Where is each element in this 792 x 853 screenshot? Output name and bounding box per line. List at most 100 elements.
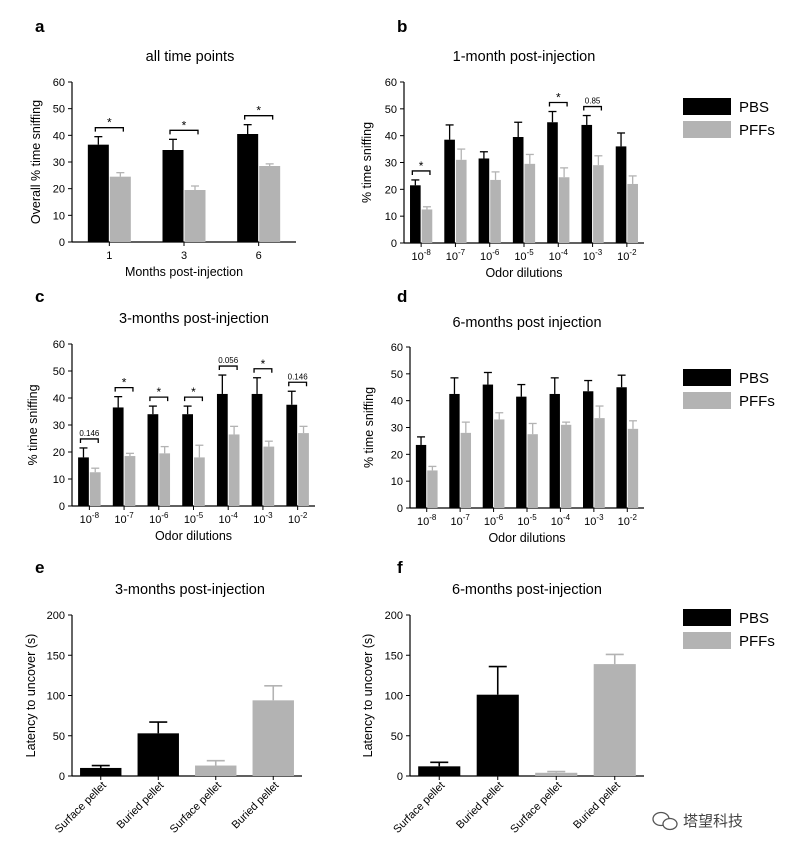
bar-pbs	[615, 146, 627, 243]
x-axis-label: Odor dilutions	[485, 266, 562, 280]
x-tick-base: 10	[514, 251, 526, 263]
y-tick-label: 150	[385, 650, 403, 662]
significance-label: *	[256, 104, 261, 118]
y-tick-label: 50	[53, 366, 65, 378]
x-tick-exponent: -2	[300, 511, 308, 520]
y-tick-label: 200	[385, 610, 403, 622]
y-tick-label: 60	[391, 342, 403, 354]
panel-label: a	[35, 17, 45, 36]
x-tick-base: 10	[184, 514, 196, 526]
x-tick-label: Buried pellet	[454, 780, 506, 832]
y-tick-label: 40	[53, 130, 65, 142]
bar-pbs	[251, 393, 263, 506]
x-tick-exponent: -3	[595, 248, 603, 257]
x-tick-base: 10	[219, 514, 231, 526]
bar-pbs	[547, 122, 558, 243]
panel-f: f 6-months post-injection 0 50 100 150 200 Late…	[361, 558, 644, 836]
bar-pbs	[162, 150, 184, 242]
wechat-icon	[652, 811, 678, 831]
legend-pffs-label: PFFs	[739, 633, 775, 650]
legend-pffs-swatch	[683, 632, 731, 649]
significance-label: *	[261, 357, 266, 371]
x-tick-exponent: -2	[629, 248, 637, 257]
x-tick-label: 10-4	[549, 248, 569, 263]
x-tick-label: 10-3	[584, 513, 604, 528]
x-tick-exponent: -7	[127, 511, 135, 520]
panel-title: 6-months post injection	[452, 315, 601, 331]
bar-pffs	[594, 418, 605, 508]
panel-label: f	[397, 558, 403, 577]
x-tick-label: 10-8	[417, 513, 437, 528]
significance-label: 0.056	[218, 356, 239, 365]
bar-pffs	[184, 190, 206, 242]
y-tick-label: 50	[53, 731, 65, 743]
x-tick-base: 10	[149, 514, 161, 526]
bar-pbs	[147, 414, 159, 506]
significance-label: *	[191, 385, 196, 399]
significance-bracket	[244, 115, 274, 120]
y-tick-label: 100	[385, 691, 403, 703]
x-tick-label: 10-7	[450, 513, 470, 528]
x-tick-exponent: -6	[492, 248, 500, 257]
x-tick-label: Buried pellet	[571, 780, 623, 832]
panel-title: 6-months post-injection	[452, 582, 602, 598]
x-tick-exponent: -3	[596, 513, 604, 522]
bar-pffs	[593, 165, 604, 243]
x-tick-label: 1	[106, 250, 112, 262]
y-tick-label: 30	[391, 423, 403, 435]
x-tick-exponent: -4	[563, 513, 571, 522]
y-tick-label: 30	[53, 157, 65, 169]
bar-pffs	[421, 209, 433, 243]
bar-pffs	[263, 446, 275, 506]
x-tick-base: 10	[417, 516, 429, 528]
bar-pffs	[109, 176, 131, 242]
watermark: 塔望科技	[652, 811, 743, 831]
x-tick-base: 10	[618, 516, 630, 528]
significance-bracket	[114, 387, 134, 392]
significance-bracket	[288, 381, 308, 387]
x-tick-label: 10-4	[219, 511, 239, 526]
bar-pffs	[195, 765, 237, 776]
bar-pffs	[490, 179, 501, 243]
y-tick-label: 150	[47, 650, 65, 662]
bar-pbs	[478, 158, 490, 243]
x-tick-label: 10-6	[484, 513, 504, 528]
x-tick-label: Surface pellet	[168, 780, 224, 836]
x-tick-exponent: -5	[527, 248, 535, 257]
x-tick-label: 10-2	[617, 248, 637, 263]
bar-pbs	[512, 137, 524, 243]
x-tick-base: 10	[411, 251, 423, 263]
bar-pbs	[80, 767, 122, 776]
y-tick-label: 20	[53, 184, 65, 196]
bar-pbs	[482, 384, 494, 508]
x-tick-exponent: -7	[463, 513, 471, 522]
significance-bracket	[583, 105, 603, 111]
x-tick-label: Buried pellet	[115, 780, 167, 832]
bar-pbs	[444, 139, 455, 243]
y-tick-label: 10	[53, 474, 65, 486]
bar-pbs	[112, 407, 124, 506]
x-tick-exponent: -6	[161, 511, 169, 520]
x-tick-exponent: -4	[231, 511, 239, 520]
x-tick-label: 10-4	[551, 513, 571, 528]
bar-pbs	[549, 393, 560, 508]
bar-pffs	[259, 166, 281, 242]
x-tick-label: 10-6	[480, 248, 500, 263]
y-tick-label: 10	[53, 210, 65, 222]
bar-pffs	[524, 163, 536, 243]
bar-pffs	[159, 453, 171, 506]
bar-pffs	[228, 434, 240, 506]
legend-row-3: PBS PFFs	[683, 609, 775, 650]
y-axis-label: % time sniffing	[26, 384, 40, 465]
y-tick-label: 60	[385, 77, 397, 89]
x-tick-label: Surface pellet	[391, 780, 447, 836]
significance-label: 0.146	[288, 372, 309, 381]
x-tick-label: 10-8	[80, 511, 100, 526]
x-tick-label: Surface pellet	[508, 780, 564, 836]
bar-pbs	[78, 457, 89, 506]
legend-row-1: PBS PFFs	[683, 98, 775, 139]
panel-label: e	[35, 558, 44, 577]
significance-bracket	[169, 129, 199, 135]
legend-pbs-label: PBS	[739, 610, 769, 627]
